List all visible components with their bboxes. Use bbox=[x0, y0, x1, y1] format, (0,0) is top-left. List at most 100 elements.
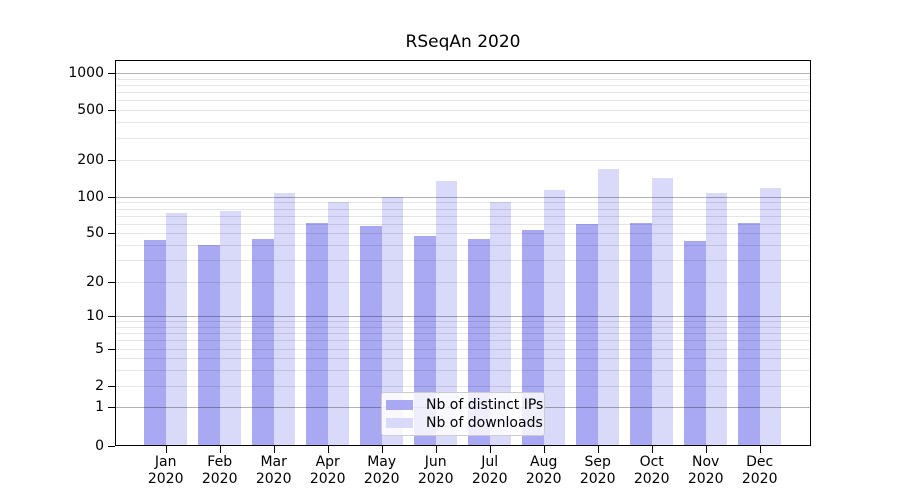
bar-downloads-feb bbox=[219, 211, 242, 446]
bar-downloads-mar bbox=[273, 192, 296, 446]
x-tick-label: Mar 2020 bbox=[255, 454, 292, 487]
x-tick-label: Jun 2020 bbox=[417, 454, 454, 487]
x-tick bbox=[489, 446, 491, 453]
y-tick bbox=[108, 349, 115, 350]
gridline-2 bbox=[115, 386, 811, 387]
gridline-600 bbox=[115, 100, 811, 102]
x-tick-label: Jan 2020 bbox=[147, 454, 184, 487]
x-tick-label: Sep 2020 bbox=[579, 454, 616, 487]
x-tick-label: May 2020 bbox=[363, 454, 400, 487]
y-tick bbox=[108, 446, 115, 447]
y-tick-label: 50 bbox=[86, 225, 104, 241]
x-tick bbox=[651, 446, 653, 453]
x-tick bbox=[705, 446, 707, 453]
y-tick-label: 0 bbox=[95, 438, 104, 454]
legend-swatch-distinct-ips bbox=[386, 400, 413, 410]
y-tick-label: 10 bbox=[86, 308, 104, 324]
gridline-6 bbox=[115, 340, 811, 342]
x-tick bbox=[273, 446, 275, 453]
y-tick-label: 1 bbox=[95, 399, 104, 415]
legend-item-distinct-ips: Nb of distinct IPs bbox=[386, 397, 543, 413]
y-tick bbox=[108, 386, 115, 387]
grid-layer bbox=[115, 60, 811, 446]
bar-ips-dec bbox=[738, 222, 760, 446]
gridline-50 bbox=[115, 233, 811, 234]
chart-title: RSeqAn 2020 bbox=[405, 32, 521, 52]
bar-ips-feb bbox=[198, 244, 220, 446]
bar-downloads-jul bbox=[489, 202, 512, 446]
y-tick bbox=[108, 110, 115, 111]
y-tick-label: 100 bbox=[77, 189, 104, 205]
x-tick-label: Apr 2020 bbox=[309, 454, 346, 487]
gridline-300 bbox=[115, 137, 811, 139]
bar-ips-may bbox=[360, 226, 382, 446]
gridline-90 bbox=[115, 202, 811, 204]
y-tick-label: 2 bbox=[95, 378, 104, 394]
x-tick bbox=[219, 446, 221, 453]
plot-area: Nb of distinct IPs Nb of downloads bbox=[115, 60, 811, 446]
legend: Nb of distinct IPs Nb of downloads bbox=[381, 392, 545, 436]
bar-downloads-dec bbox=[759, 187, 782, 446]
gridline-3 bbox=[115, 369, 811, 371]
gridline-40 bbox=[115, 244, 811, 246]
bar-downloads-jun bbox=[435, 180, 458, 446]
bar-ips-oct bbox=[630, 222, 652, 446]
bar-downloads-aug bbox=[543, 189, 566, 446]
bar-ips-mar bbox=[252, 238, 274, 446]
gridline-500 bbox=[115, 110, 811, 111]
gridline-900 bbox=[115, 78, 811, 80]
gridline-100 bbox=[115, 197, 811, 198]
y-tick-label: 200 bbox=[77, 152, 104, 168]
x-tick-label: Nov 2020 bbox=[687, 454, 724, 487]
gridline-5 bbox=[115, 349, 811, 350]
legend-label-downloads: Nb of downloads bbox=[426, 414, 543, 431]
bar-downloads-oct bbox=[651, 178, 674, 446]
y-tick bbox=[108, 160, 115, 161]
legend-swatch-downloads bbox=[386, 418, 413, 428]
y-tick-label: 1000 bbox=[68, 65, 104, 81]
gridline-800 bbox=[115, 84, 811, 86]
gridline-4 bbox=[115, 358, 811, 359]
bar-ips-jan bbox=[144, 239, 166, 446]
gridline-9 bbox=[115, 321, 811, 323]
bar-downloads-may bbox=[381, 197, 404, 446]
bar-downloads-jan bbox=[165, 212, 188, 446]
gridline-400 bbox=[115, 122, 811, 124]
gridline-60 bbox=[115, 223, 811, 225]
gridline-1000 bbox=[115, 73, 811, 74]
x-tick bbox=[165, 446, 167, 453]
x-tick bbox=[381, 446, 383, 453]
gridline-200 bbox=[115, 160, 811, 161]
bar-ips-sep bbox=[576, 223, 598, 446]
bar-downloads-apr bbox=[327, 202, 350, 446]
gridline-70 bbox=[115, 215, 811, 217]
x-tick-label: Oct 2020 bbox=[633, 454, 670, 487]
y-tick-label: 500 bbox=[77, 102, 104, 118]
gridline-30 bbox=[115, 260, 811, 262]
legend-label-distinct-ips: Nb of distinct IPs bbox=[426, 396, 544, 413]
gridline-8 bbox=[115, 326, 811, 328]
x-tick-label: Dec 2020 bbox=[741, 454, 778, 487]
gridline-10 bbox=[115, 316, 811, 317]
y-tick bbox=[108, 407, 115, 408]
x-tick bbox=[327, 446, 329, 453]
y-tick bbox=[108, 73, 115, 74]
y-tick bbox=[108, 197, 115, 198]
gridline-7 bbox=[115, 332, 811, 334]
y-tick bbox=[108, 282, 115, 283]
x-tick bbox=[435, 446, 437, 453]
bar-downloads-sep bbox=[597, 168, 620, 446]
x-tick bbox=[597, 446, 599, 453]
gridline-80 bbox=[115, 208, 811, 210]
x-tick-label: Aug 2020 bbox=[525, 454, 562, 487]
gridline-20 bbox=[115, 282, 811, 283]
x-tick bbox=[543, 446, 545, 453]
x-tick bbox=[759, 446, 761, 453]
legend-item-downloads: Nb of downloads bbox=[386, 415, 543, 431]
x-tick-label: Feb 2020 bbox=[201, 454, 238, 487]
y-tick-label: 5 bbox=[95, 341, 104, 357]
y-tick bbox=[108, 316, 115, 317]
y-tick bbox=[108, 233, 115, 234]
gridline-700 bbox=[115, 92, 811, 94]
